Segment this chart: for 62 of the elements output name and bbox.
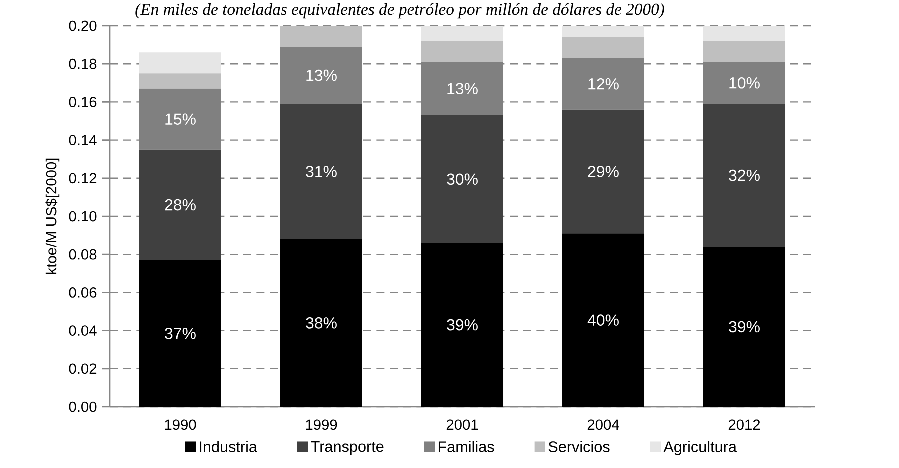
y-tick-label: 0.08 <box>69 249 97 260</box>
y-tick-label: 0.12 <box>69 173 97 184</box>
annotation: 15% <box>166 114 196 125</box>
bar <box>280 104 362 240</box>
bar <box>422 116 504 244</box>
bar <box>140 74 222 89</box>
bar <box>140 52 222 74</box>
bar <box>562 37 645 58</box>
bar <box>140 260 222 407</box>
x-tick-label: 1990 <box>165 420 196 430</box>
bar <box>562 58 645 110</box>
bar <box>280 26 362 47</box>
annotation: 28% <box>165 199 196 211</box>
annotation: 38% <box>306 318 337 329</box>
legend-label: Servicios <box>548 441 610 452</box>
annotation: 30% <box>447 174 478 186</box>
y-tick-label: 0.06 <box>69 288 97 298</box>
bar <box>422 243 504 407</box>
bar <box>422 26 504 42</box>
annotation: 37% <box>165 328 196 340</box>
annotation: 39% <box>729 321 760 333</box>
y-tick-label: 0.00 <box>69 402 97 412</box>
legend-label: Industria <box>200 441 258 452</box>
legend-label: Familias <box>438 441 494 452</box>
bar <box>562 234 645 407</box>
bar <box>422 41 504 62</box>
bar <box>140 150 222 260</box>
bar <box>704 26 786 42</box>
y-tick-label: 0.16 <box>69 97 97 108</box>
bar <box>562 26 645 38</box>
bar <box>140 88 222 150</box>
annotation: 39% <box>447 319 478 331</box>
x-tick-label: 2001 <box>446 420 478 430</box>
annotation: 32% <box>729 170 760 182</box>
y-axis-title: ktoe/M US$[2000] <box>46 158 60 274</box>
bar <box>280 46 362 104</box>
annotation: 13% <box>306 70 337 82</box>
x-tick-label: 2004 <box>588 420 620 430</box>
x-tick-label: 1999 <box>306 420 338 430</box>
annotation: 31% <box>306 166 337 178</box>
annotation: 13% <box>448 83 478 95</box>
chart-title: (En miles de toneladas equivalentes de petróleo por millón de dólares de 2000) <box>136 3 664 19</box>
y-tick-label: 0.04 <box>69 326 97 336</box>
bar <box>704 62 786 104</box>
bar <box>422 62 504 116</box>
y-tick-label: 0.10 <box>69 211 97 222</box>
annotation: 12% <box>588 78 619 90</box>
annotation: 10% <box>730 77 760 89</box>
annotation: 29% <box>588 166 619 178</box>
bar <box>704 104 786 247</box>
y-tick-label: 0.20 <box>69 20 97 32</box>
legend-label: Transporte <box>311 441 384 456</box>
bar <box>704 41 786 62</box>
y-tick-label: 0.18 <box>69 58 97 70</box>
bar <box>562 110 645 234</box>
annotation: 40% <box>588 314 619 326</box>
x-tick-label: 2012 <box>728 420 760 430</box>
legend-label: Agricultura <box>664 441 737 456</box>
y-tick-label: 0.02 <box>69 364 97 374</box>
bar <box>280 239 362 407</box>
bar <box>704 246 786 407</box>
y-tick-label: 0.14 <box>69 135 97 146</box>
